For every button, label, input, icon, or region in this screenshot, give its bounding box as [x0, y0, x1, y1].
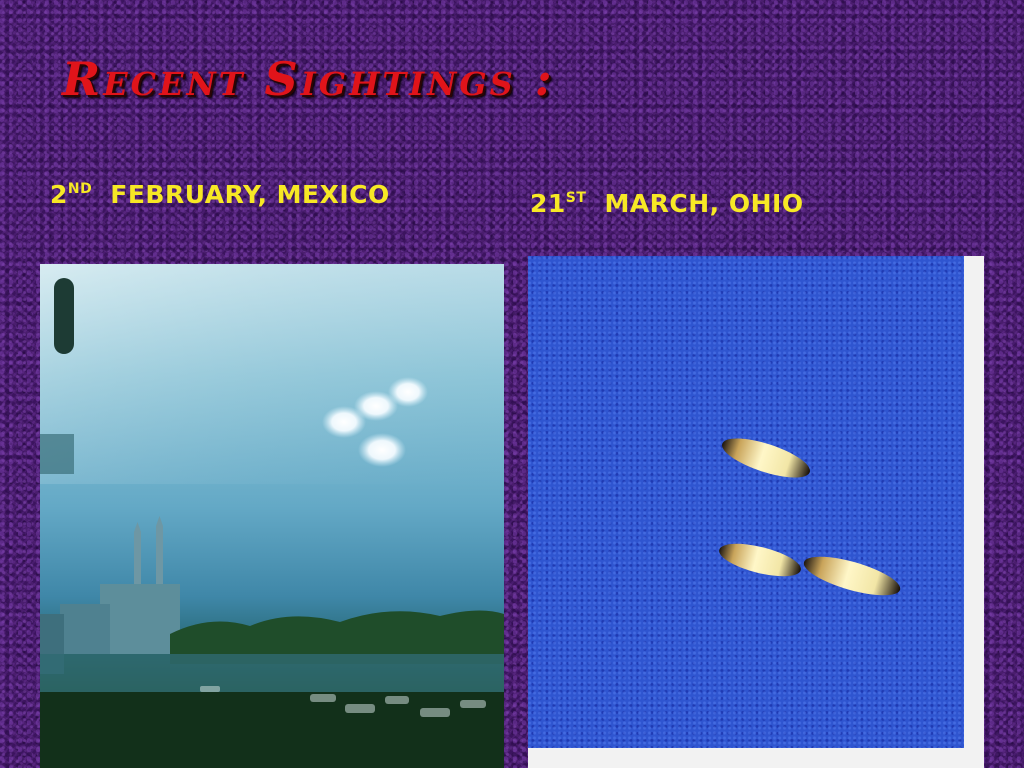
sighting-place: MARCH, OHIO	[604, 189, 804, 218]
sighting-ordinal: ST	[565, 190, 587, 206]
sighting-day: 2	[50, 180, 68, 209]
tree-line	[170, 610, 504, 664]
ufo-light	[358, 433, 406, 467]
sighting-place: FEBRUARY, MEXICO	[110, 180, 390, 209]
ufo-photo-ohio	[528, 256, 984, 768]
sighting-ordinal: ND	[67, 181, 93, 197]
sighting-caption-mexico: 2ND FEBRUARY, MEXICO	[50, 180, 390, 209]
parked-cars	[200, 686, 486, 717]
sighting-caption-ohio: 21ST MARCH, OHIO	[530, 189, 804, 218]
ufo-light	[388, 377, 428, 407]
ufo-photo-mexico	[40, 264, 504, 768]
slide-title: Recent Sightings :	[62, 52, 555, 106]
mexico-scene	[40, 264, 504, 768]
ufo-craft	[722, 438, 810, 478]
sighting-day: 21	[530, 189, 566, 218]
ohio-scene	[719, 438, 901, 596]
ufo-craft	[719, 543, 801, 577]
ohio-sky	[528, 256, 964, 748]
ufo-light	[354, 391, 398, 421]
ufo-craft	[803, 556, 901, 596]
ufo-light	[322, 406, 366, 438]
mosque-towers	[40, 516, 180, 674]
foreground-post	[54, 278, 74, 354]
